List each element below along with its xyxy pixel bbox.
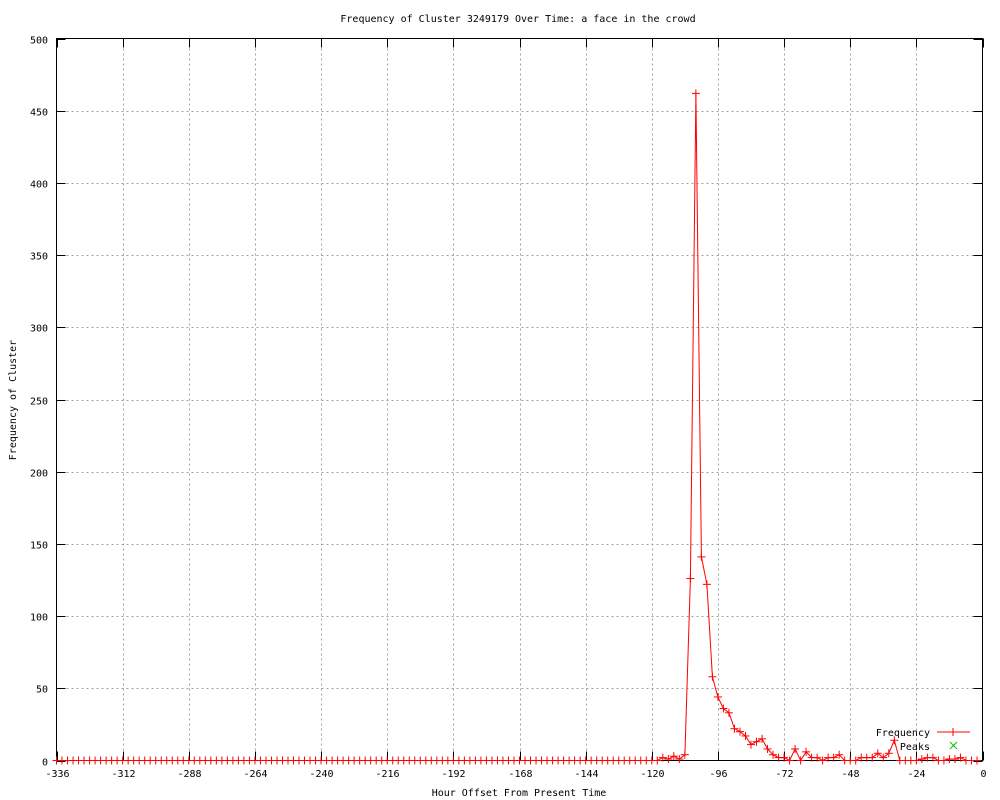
frequency-point	[713, 692, 722, 701]
x-tick-label: -24	[907, 769, 925, 780]
frequency-point	[752, 737, 761, 746]
legend-label-frequency: Frequency	[876, 728, 930, 739]
x-tick-label: -168	[508, 769, 532, 780]
frequency-point	[758, 734, 767, 743]
frequency-point	[835, 750, 844, 759]
legend-marker-peaks	[949, 741, 958, 750]
frequency-point	[708, 672, 717, 681]
frequency-point	[763, 744, 772, 753]
frequency-point	[873, 749, 882, 758]
legend: Frequency Peaks	[876, 728, 970, 753]
y-tick-label: 500	[30, 36, 48, 47]
x-tick-label: -264	[243, 769, 267, 780]
frequency-point	[917, 755, 926, 764]
series-frequency	[52, 89, 981, 765]
plot-frame	[56, 38, 983, 761]
x-axis-label: Hour Offset From Present Time	[432, 788, 607, 799]
x-tick-label: -192	[441, 769, 465, 780]
frequency-line	[56, 93, 977, 762]
y-tick-label: 400	[30, 180, 48, 191]
frequency-point	[675, 755, 684, 764]
frequency-point	[972, 756, 981, 765]
frequency-point	[653, 756, 662, 765]
y-axis-label: Frequency of Cluster	[8, 340, 19, 460]
x-tick-label: -216	[375, 769, 399, 780]
frequency-point	[785, 756, 794, 765]
y-tick-label: 450	[30, 108, 48, 119]
frequency-point	[697, 552, 706, 561]
chart-title: Frequency of Cluster 3249179 Over Time: …	[340, 14, 695, 25]
y-tick-label: 350	[30, 252, 48, 263]
y-tick-label: 150	[30, 541, 48, 552]
frequency-point	[780, 753, 789, 762]
y-tick-labels: 0 50 100 150 200 250 300 350 400 450 500	[30, 36, 48, 769]
frequency-point	[890, 736, 899, 745]
frequency-point	[791, 744, 800, 753]
x-tick-label: -72	[775, 769, 793, 780]
frequency-point	[747, 740, 755, 749]
frequency-point	[680, 750, 689, 759]
frequency-point	[664, 755, 673, 764]
frequency-point	[719, 704, 728, 713]
x-tick-label: -96	[709, 769, 727, 780]
x-tick-label: -288	[177, 769, 201, 780]
frequency-point	[735, 727, 744, 736]
frequency-point	[686, 574, 695, 583]
frequency-point	[691, 89, 700, 98]
x-tick-label: -120	[640, 769, 664, 780]
y-tick-label: 0	[42, 758, 48, 769]
frequency-point	[741, 731, 750, 740]
frequency-point	[956, 753, 965, 762]
x-tick-label: -48	[841, 769, 859, 780]
frequency-point	[851, 756, 860, 765]
frequency-point	[928, 753, 937, 762]
y-tick-label: 200	[30, 469, 48, 480]
frequency-point	[658, 753, 667, 762]
y-tick-label: 300	[30, 324, 48, 335]
tick-marks	[56, 38, 984, 762]
y-tick-label: 250	[30, 397, 48, 408]
frequency-point	[724, 708, 733, 717]
frequency-point	[730, 724, 739, 733]
y-tick-label: 100	[30, 613, 48, 624]
frequency-point	[868, 753, 877, 762]
frequency-point	[829, 753, 838, 762]
frequency-point	[769, 750, 778, 759]
x-tick-label: -144	[574, 769, 598, 780]
frequency-point	[939, 756, 948, 765]
x-tick-label: -312	[111, 769, 135, 780]
x-tick-label: -240	[309, 769, 333, 780]
grid	[56, 38, 983, 761]
x-tick-label: -336	[45, 769, 69, 780]
frequency-point	[884, 749, 893, 758]
frequency-point	[669, 752, 678, 761]
frequency-point	[912, 756, 921, 765]
frequency-point	[802, 747, 811, 756]
frequency-point	[796, 756, 805, 765]
frequency-point	[950, 755, 959, 764]
frequency-point	[702, 580, 711, 589]
x-tick-labels: -336 -312 -288 -264 -240 -216 -192 -168 -144 -120…	[45, 769, 986, 780]
frequency-point	[818, 756, 827, 765]
legend-label-peaks: Peaks	[900, 742, 930, 753]
frequency-point	[879, 753, 888, 762]
frequency-point	[813, 753, 822, 762]
y-tick-label: 50	[36, 685, 48, 696]
x-tick-label: 0	[980, 769, 986, 780]
